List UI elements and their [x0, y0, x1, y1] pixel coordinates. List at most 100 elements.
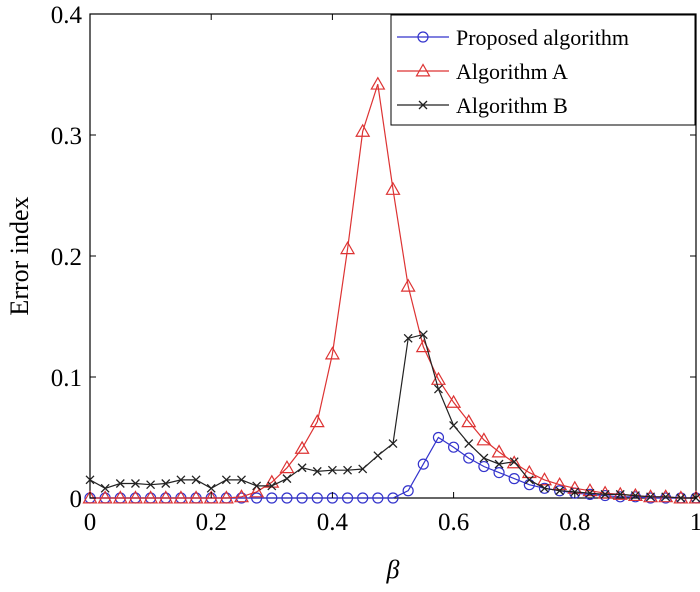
data-point-cross: [570, 487, 580, 497]
data-point-triangle: [143, 490, 159, 504]
data-point-circle: [266, 492, 278, 504]
data-point-cross: [146, 480, 156, 490]
data-point-cross: [161, 479, 171, 488]
y-tick-label: 0: [70, 486, 83, 513]
data-point-triangle: [536, 472, 553, 486]
data-point-triangle: [340, 241, 356, 255]
data-point-cross: [206, 483, 216, 493]
legend-label: Algorithm B: [456, 93, 568, 118]
data-point-circle: [417, 458, 429, 470]
data-point-cross: [630, 491, 640, 501]
y-axis-label: Error index: [5, 196, 34, 315]
data-point-circle: [251, 492, 263, 504]
data-point-triangle: [82, 490, 98, 504]
data-point-triangle: [521, 464, 537, 479]
data-point-cross: [100, 483, 110, 493]
legend-label: Proposed algorithm: [456, 25, 629, 50]
y-tick-label: 0.1: [51, 365, 82, 392]
data-point-triangle: [324, 346, 340, 360]
data-point-circle: [538, 482, 551, 494]
data-point-cross: [433, 384, 443, 394]
data-point-triangle: [112, 490, 128, 504]
data-point-circle: [463, 452, 475, 464]
data-point-triangle: [476, 432, 492, 446]
data-point-triangle: [127, 490, 143, 504]
data-point-triangle: [658, 489, 674, 503]
data-point-circle: [296, 492, 308, 504]
legend-items: Proposed algorithm Algorithm A Algorithm B: [397, 25, 629, 118]
data-point-cross: [191, 475, 201, 485]
data-point-circle: [311, 492, 323, 504]
data-point-triangle: [173, 490, 189, 504]
data-point-circle: [478, 460, 490, 473]
data-point-triangle: [203, 490, 219, 504]
data-point-cross: [388, 439, 398, 449]
data-point-triangle: [249, 484, 265, 498]
data-point-cross: [646, 492, 656, 502]
series-layer: [82, 76, 700, 504]
data-point-cross: [555, 486, 565, 496]
data-point-cross: [403, 333, 413, 343]
data-point-cross: [327, 465, 337, 475]
legend-box: [390, 14, 696, 126]
x-tick-label: 0.4: [317, 509, 349, 536]
tick-layer: 0 0.2 0.4 0.6 0.8 1 0 0.1 0.2 0.3 0.4: [51, 2, 700, 536]
legend-item: Algorithm A: [397, 59, 568, 84]
x-tick-label: 0.6: [438, 509, 469, 536]
x-tick-label: 1: [690, 509, 700, 536]
data-point-cross: [418, 330, 428, 340]
data-point-cross: [464, 439, 474, 449]
data-point-triangle: [309, 414, 325, 428]
legend-item: Proposed algorithm: [397, 25, 629, 50]
data-point-cross: [661, 492, 671, 502]
data-point-cross: [449, 420, 459, 430]
data-point-circle: [372, 492, 384, 504]
data-point-triangle: [188, 490, 204, 504]
data-point-cross: [282, 474, 292, 484]
data-point-cross: [600, 489, 610, 499]
x-tick-label: 0.2: [196, 509, 227, 536]
data-point-cross: [479, 453, 489, 463]
data-point-cross: [221, 475, 231, 485]
data-point-triangle: [97, 490, 113, 504]
data-point-cross: [540, 483, 549, 493]
data-point-circle: [448, 441, 460, 453]
data-point-cross: [237, 475, 246, 485]
data-point-cross: [130, 479, 140, 488]
data-point-circle: [357, 492, 369, 504]
data-point-triangle: [461, 414, 477, 428]
data-point-cross: [358, 464, 368, 474]
data-point-triangle: [279, 460, 295, 474]
data-point-circle: [281, 492, 293, 504]
data-point-triangle: [355, 123, 371, 137]
data-point-triangle: [294, 440, 310, 454]
data-point-cross: [85, 475, 95, 485]
series-cross: [85, 330, 700, 503]
data-point-triangle: [597, 485, 613, 499]
data-point-cross: [343, 465, 353, 475]
data-point-triangle: [688, 490, 700, 504]
y-tick-label: 0.3: [51, 123, 82, 150]
data-point-cross: [373, 451, 383, 461]
data-point-circle: [387, 492, 399, 504]
data-point-cross: [615, 489, 625, 499]
x-tick-label: 0: [84, 509, 97, 536]
legend-marker-triangle: [415, 63, 431, 77]
data-point-cross: [115, 479, 125, 488]
legend-marker-cross: [418, 100, 428, 110]
data-point-cross: [252, 481, 262, 491]
data-point-triangle: [491, 444, 507, 458]
data-point-cross: [297, 463, 307, 473]
data-point-cross: [676, 493, 686, 503]
data-point-triangle: [385, 181, 401, 195]
data-point-triangle: [612, 486, 628, 500]
data-point-cross: [176, 475, 186, 485]
data-point-triangle: [552, 476, 568, 491]
data-point-circle: [402, 485, 414, 497]
data-point-cross: [524, 475, 534, 485]
data-point-cross: [494, 459, 504, 469]
data-point-cross: [267, 481, 277, 491]
legend-item: Algorithm B: [397, 93, 568, 118]
data-point-triangle: [233, 489, 250, 503]
